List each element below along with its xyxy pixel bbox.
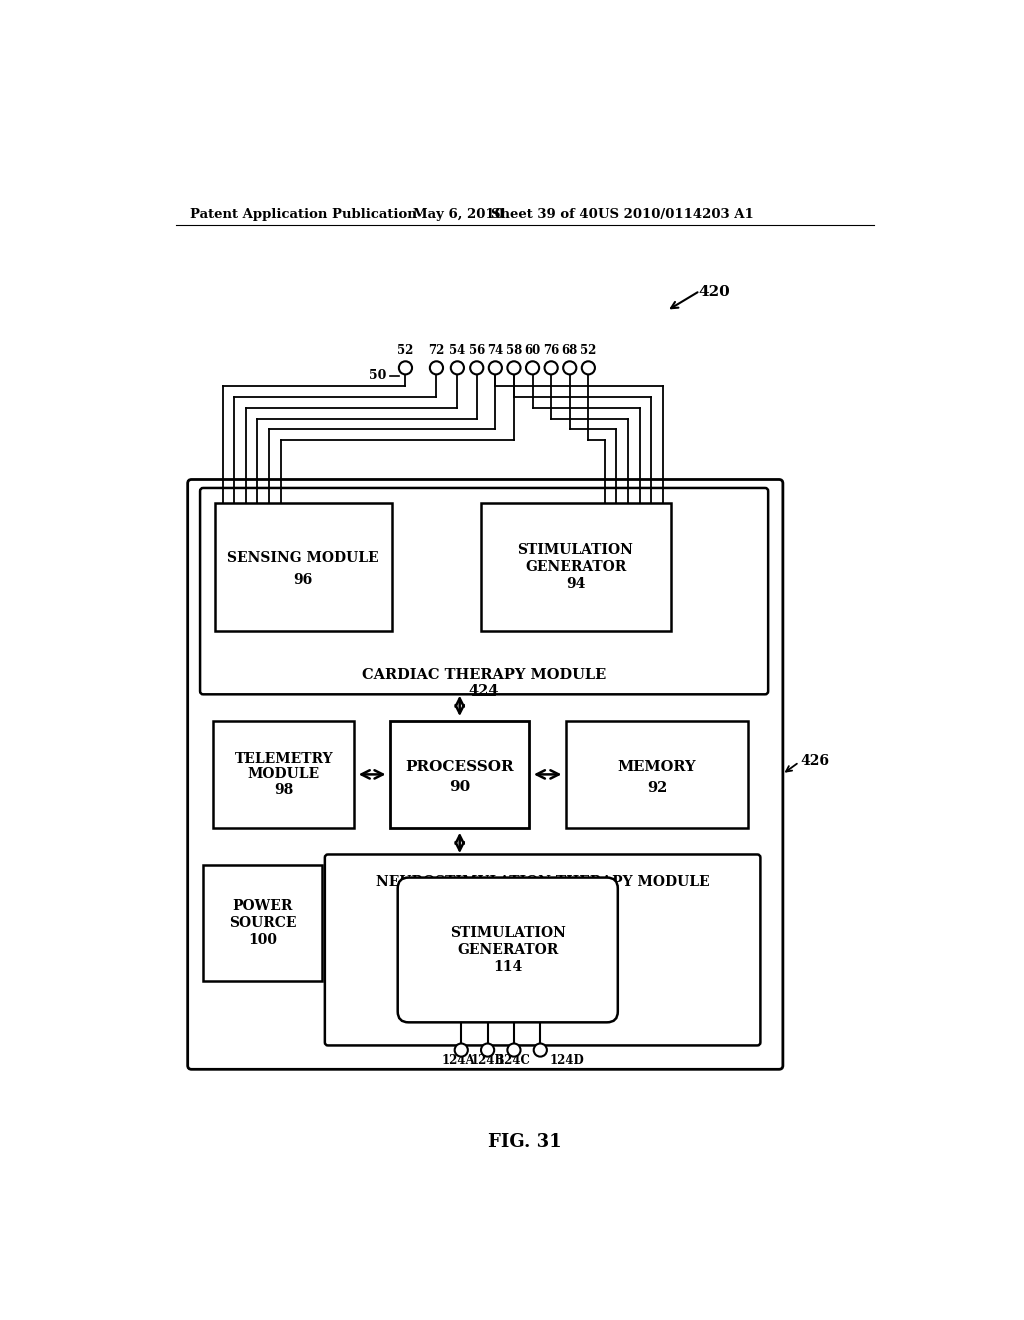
Circle shape <box>470 362 483 375</box>
Circle shape <box>526 362 540 375</box>
Text: 52: 52 <box>397 345 414 358</box>
Text: CARDIAC THERAPY MODULE: CARDIAC THERAPY MODULE <box>362 668 606 682</box>
Text: TELEMETRY: TELEMETRY <box>234 752 333 766</box>
Text: 124A: 124A <box>441 1053 475 1067</box>
Text: 424: 424 <box>469 684 500 697</box>
Text: SOURCE: SOURCE <box>228 916 296 931</box>
Text: Patent Application Publication: Patent Application Publication <box>190 209 417 222</box>
Text: NEUROSTIMULATION THERAPY MODULE: NEUROSTIMULATION THERAPY MODULE <box>376 875 710 888</box>
Circle shape <box>488 362 502 375</box>
FancyBboxPatch shape <box>187 479 783 1069</box>
Text: MODULE: MODULE <box>248 767 319 781</box>
Bar <box>215 503 391 631</box>
Text: 420: 420 <box>698 285 730 300</box>
Text: SENSING MODULE: SENSING MODULE <box>227 550 379 565</box>
Text: 60: 60 <box>524 345 541 358</box>
Text: 94: 94 <box>566 577 586 591</box>
Bar <box>566 721 748 829</box>
Bar <box>480 503 671 631</box>
Text: 96: 96 <box>294 573 312 586</box>
Text: STIMULATION: STIMULATION <box>450 927 565 940</box>
Text: GENERATOR: GENERATOR <box>525 560 627 574</box>
Text: 426: 426 <box>801 754 829 767</box>
Bar <box>213 721 354 829</box>
Text: 100: 100 <box>248 933 276 946</box>
Text: 124D: 124D <box>550 1053 585 1067</box>
Text: 50: 50 <box>369 370 386 381</box>
Circle shape <box>430 362 443 375</box>
Circle shape <box>455 1044 468 1056</box>
Text: 58: 58 <box>506 345 522 358</box>
Text: POWER: POWER <box>232 899 293 913</box>
Circle shape <box>563 362 577 375</box>
Text: PROCESSOR: PROCESSOR <box>406 760 514 774</box>
Text: MEMORY: MEMORY <box>617 760 696 774</box>
Bar <box>203 866 322 981</box>
Text: FIG. 31: FIG. 31 <box>488 1134 561 1151</box>
Text: Sheet 39 of 40: Sheet 39 of 40 <box>490 209 597 222</box>
Text: 74: 74 <box>487 345 504 358</box>
FancyBboxPatch shape <box>200 488 768 694</box>
Text: 422: 422 <box>528 890 557 904</box>
Circle shape <box>507 362 520 375</box>
Text: STIMULATION: STIMULATION <box>517 544 634 557</box>
Text: 68: 68 <box>561 345 578 358</box>
Text: 124C: 124C <box>497 1053 530 1067</box>
Circle shape <box>534 1044 547 1056</box>
Circle shape <box>399 362 412 375</box>
Circle shape <box>545 362 558 375</box>
Circle shape <box>582 362 595 375</box>
Circle shape <box>481 1044 495 1056</box>
Circle shape <box>507 1044 520 1056</box>
Text: 90: 90 <box>450 780 470 793</box>
Text: 124B: 124B <box>470 1053 505 1067</box>
Text: 76: 76 <box>543 345 559 358</box>
Text: 54: 54 <box>450 345 466 358</box>
Text: 52: 52 <box>581 345 597 358</box>
Text: 98: 98 <box>274 783 294 797</box>
Text: 72: 72 <box>428 345 444 358</box>
Bar <box>390 721 529 829</box>
Text: US 2010/0114203 A1: US 2010/0114203 A1 <box>598 209 754 222</box>
Text: 92: 92 <box>647 781 667 795</box>
FancyBboxPatch shape <box>325 854 761 1045</box>
Text: May 6, 2010: May 6, 2010 <box>414 209 504 222</box>
FancyBboxPatch shape <box>397 878 617 1022</box>
Text: 114: 114 <box>494 960 522 974</box>
Text: GENERATOR: GENERATOR <box>457 942 558 957</box>
Circle shape <box>451 362 464 375</box>
Text: 56: 56 <box>469 345 485 358</box>
